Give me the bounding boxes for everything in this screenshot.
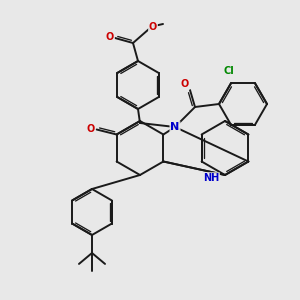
Text: N: N bbox=[170, 122, 180, 132]
Text: Cl: Cl bbox=[224, 66, 234, 76]
Text: O: O bbox=[106, 32, 114, 42]
Text: O: O bbox=[86, 124, 95, 134]
Text: O: O bbox=[149, 22, 157, 32]
Text: NH: NH bbox=[203, 173, 219, 183]
Text: O: O bbox=[181, 79, 189, 89]
